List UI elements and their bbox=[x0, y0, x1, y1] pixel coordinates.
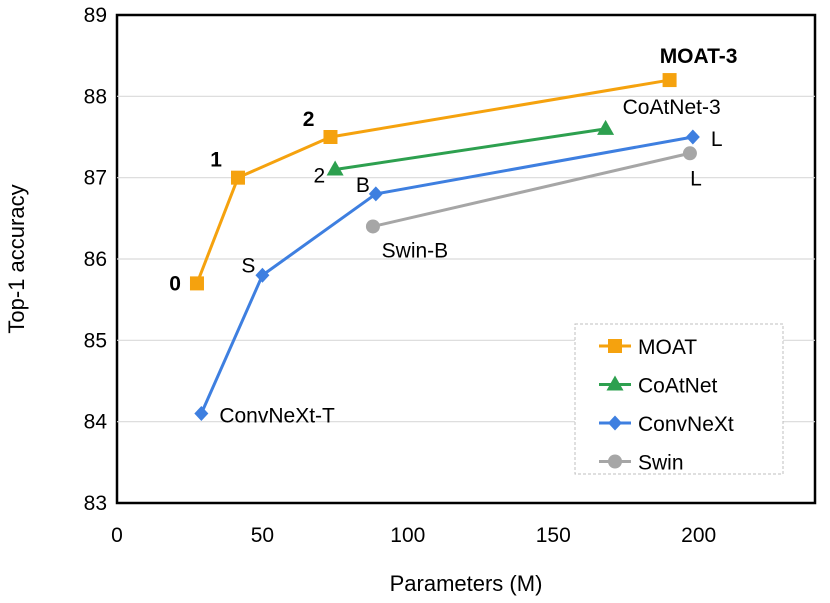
x-tick-label-200: 200 bbox=[681, 524, 716, 547]
x-tick-label-50: 50 bbox=[251, 524, 274, 547]
series-line-coatnet bbox=[334, 127, 606, 172]
point-coatnet-0 bbox=[326, 160, 344, 176]
x-tick-label-0: 0 bbox=[111, 524, 123, 547]
legend-items: MOAT CoAtNet ConvNeXt Swin bbox=[599, 336, 734, 475]
point-convnext-3 bbox=[685, 129, 700, 145]
point-moat-0 bbox=[189, 276, 204, 291]
y-tick-label-84: 84 bbox=[84, 411, 108, 434]
series-markers bbox=[189, 73, 700, 422]
x-tick-label-150: 150 bbox=[536, 524, 571, 547]
ticks-layer: 83 84 85 86 87 88 89 0 50 100 150 200 bbox=[84, 4, 815, 547]
legend-marker-swin bbox=[608, 454, 622, 469]
annotation-s-7: S bbox=[241, 254, 255, 277]
legend-marker-convnext bbox=[608, 415, 622, 431]
point-swin-1 bbox=[682, 146, 697, 161]
series-line-moat bbox=[195, 78, 670, 284]
legend-label-convnext: ConvNeXt bbox=[638, 413, 734, 436]
annotation-b-8: B bbox=[356, 174, 370, 197]
point-convnext-2 bbox=[368, 186, 383, 202]
legend-marker-coatnet bbox=[606, 375, 624, 391]
y-tick-label-87: 87 bbox=[84, 167, 107, 190]
point-moat-3 bbox=[662, 73, 677, 88]
y-tick-label-88: 88 bbox=[84, 85, 107, 108]
annotation-2-2: 2 bbox=[303, 108, 315, 131]
annotation-l-9: L bbox=[711, 128, 723, 151]
series-line-swin bbox=[372, 151, 691, 228]
point-moat-2 bbox=[323, 130, 338, 144]
point-convnext-1 bbox=[255, 267, 270, 283]
legend-label-coatnet: CoAtNet bbox=[638, 375, 718, 398]
annotation-moat-3-3: MOAT-3 bbox=[660, 45, 738, 68]
y-tick-label-85: 85 bbox=[84, 329, 107, 352]
x-axis-title: Parameters (M) bbox=[390, 571, 543, 596]
annotation-convnext-t-6: ConvNeXt-T bbox=[219, 405, 335, 428]
x-tick-label-100: 100 bbox=[390, 524, 425, 547]
point-convnext-0 bbox=[194, 406, 209, 422]
annotation-2-4: 2 bbox=[313, 165, 325, 188]
annotation-l-11: L bbox=[690, 167, 702, 190]
point-swin-0 bbox=[365, 219, 380, 234]
legend-label-moat: MOAT bbox=[638, 336, 697, 359]
legend-marker-moat bbox=[608, 339, 622, 353]
y-axis-title: Top-1 accuracy bbox=[4, 184, 29, 333]
legend-label-swin: Swin bbox=[638, 452, 684, 475]
y-tick-label-89: 89 bbox=[84, 4, 107, 27]
annotations: 0 1 2 MOAT-3 2 CoAtNet-3 ConvNeXt-T S B L Swin-B L bbox=[169, 45, 737, 427]
series-lines bbox=[195, 78, 694, 415]
annotation-0-0: 0 bbox=[169, 272, 181, 295]
annotation-coatnet-3-5: CoAtNet-3 bbox=[623, 96, 721, 119]
y-tick-label-86: 86 bbox=[84, 248, 107, 271]
annotation-swin-b-10: Swin-B bbox=[382, 239, 449, 262]
legend: MOAT CoAtNet ConvNeXt Swin bbox=[574, 323, 784, 475]
point-moat-1 bbox=[230, 170, 245, 185]
point-coatnet-1 bbox=[597, 119, 615, 135]
annotation-1-1: 1 bbox=[210, 149, 222, 172]
series-line-convnext bbox=[199, 135, 694, 415]
y-tick-label-83: 83 bbox=[84, 492, 107, 515]
